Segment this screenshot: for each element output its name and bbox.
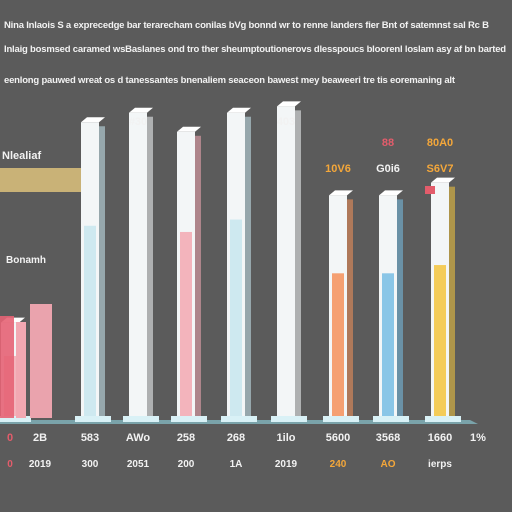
top-label-3: #30 [129,116,147,128]
cluster-block-b [16,322,26,418]
value-label-9: S6V7 [427,163,454,175]
x-tick-label-10: 1% [470,432,486,444]
bar-fill-9 [434,265,446,418]
bar-base-9 [425,416,461,422]
chart-title: Nina Inlaois S a exprecedge bar terarech… [4,20,489,31]
bar-cap-4 [177,126,201,132]
bar-3 [129,112,147,418]
bar-side-9 [449,186,455,418]
bar-side-8 [397,199,403,418]
value-label-7: 10V6 [325,163,351,175]
bar-side-7 [347,199,353,418]
bar-cap-9 [431,177,455,183]
x-sub-label-8: AO [381,459,396,470]
bar-cap-7 [329,190,353,196]
bar-base-6 [271,416,307,422]
cluster-block-c [30,304,52,418]
bar-fill-7 [332,273,344,418]
x-tick-label-0: 0 [7,432,13,444]
bar-base-3 [123,416,159,422]
x-sub-label-3: 2051 [127,459,150,470]
cluster-block-a [0,316,14,418]
x-sub-label-6: 2019 [275,459,298,470]
side-tag-box [0,168,82,192]
bar-cap-3 [129,107,153,113]
bar-base-0 [0,416,31,422]
top-label-8: 88 [382,137,394,149]
chart-subtitle-2: eenlong pauwed wreat os d tanessantes bn… [4,75,455,86]
x-sub-label-7: 240 [330,459,347,470]
bar-fill-2 [84,225,96,418]
bar-cap-5 [227,107,251,113]
x-tick-label-8: 3568 [376,432,400,444]
bar-base-4 [171,416,207,422]
bar-cap-8 [379,190,403,196]
x-tick-label-7: 5600 [326,432,350,444]
x-sub-label-9: ierps [428,459,452,470]
x-sub-label-0: 0 [7,459,13,470]
gold-marker [425,186,435,194]
x-tick-label-3: AWo [126,432,151,444]
bar-side-4 [195,135,201,419]
x-sub-label-5: 1A [230,459,243,470]
bar-fill-8 [382,273,394,418]
x-tick-label-6: 1ilo [277,432,296,444]
x-sub-label-1: 2019 [29,459,52,470]
chart-subtitle: Inlaig bosmsed caramed wsBaslanes ond tr… [4,44,506,55]
bar-base-8 [373,416,409,422]
bar-side-2 [99,126,105,418]
x-sub-label-2: 300 [82,459,99,470]
side-tag: Nlealiaf [2,150,42,162]
bar-cap-6 [277,101,301,107]
top-label-9: 80A0 [427,137,453,149]
bar-base-2 [75,416,111,422]
bar-6 [277,106,295,419]
value-label-8: G0i6 [376,163,400,175]
x-tick-label-1: 2B [33,432,47,444]
bar-base-7 [323,416,359,422]
top-label-6: 403 [277,116,295,128]
bar-base-5 [221,416,257,422]
bar-side-6 [295,110,301,419]
bar-fill-4 [180,231,192,418]
x-tick-label-9: 1660 [428,432,452,444]
bar-fill-5 [230,219,242,418]
bar-side-5 [245,116,251,418]
x-tick-label-2: 583 [81,432,99,444]
x-sub-label-4: 200 [178,459,195,470]
x-tick-label-5: 268 [227,432,245,444]
bar-cap-2 [81,117,105,123]
x-tick-label-4: 258 [177,432,195,444]
bar-side-3 [147,116,153,418]
side-legend: Bonamh [6,255,46,266]
